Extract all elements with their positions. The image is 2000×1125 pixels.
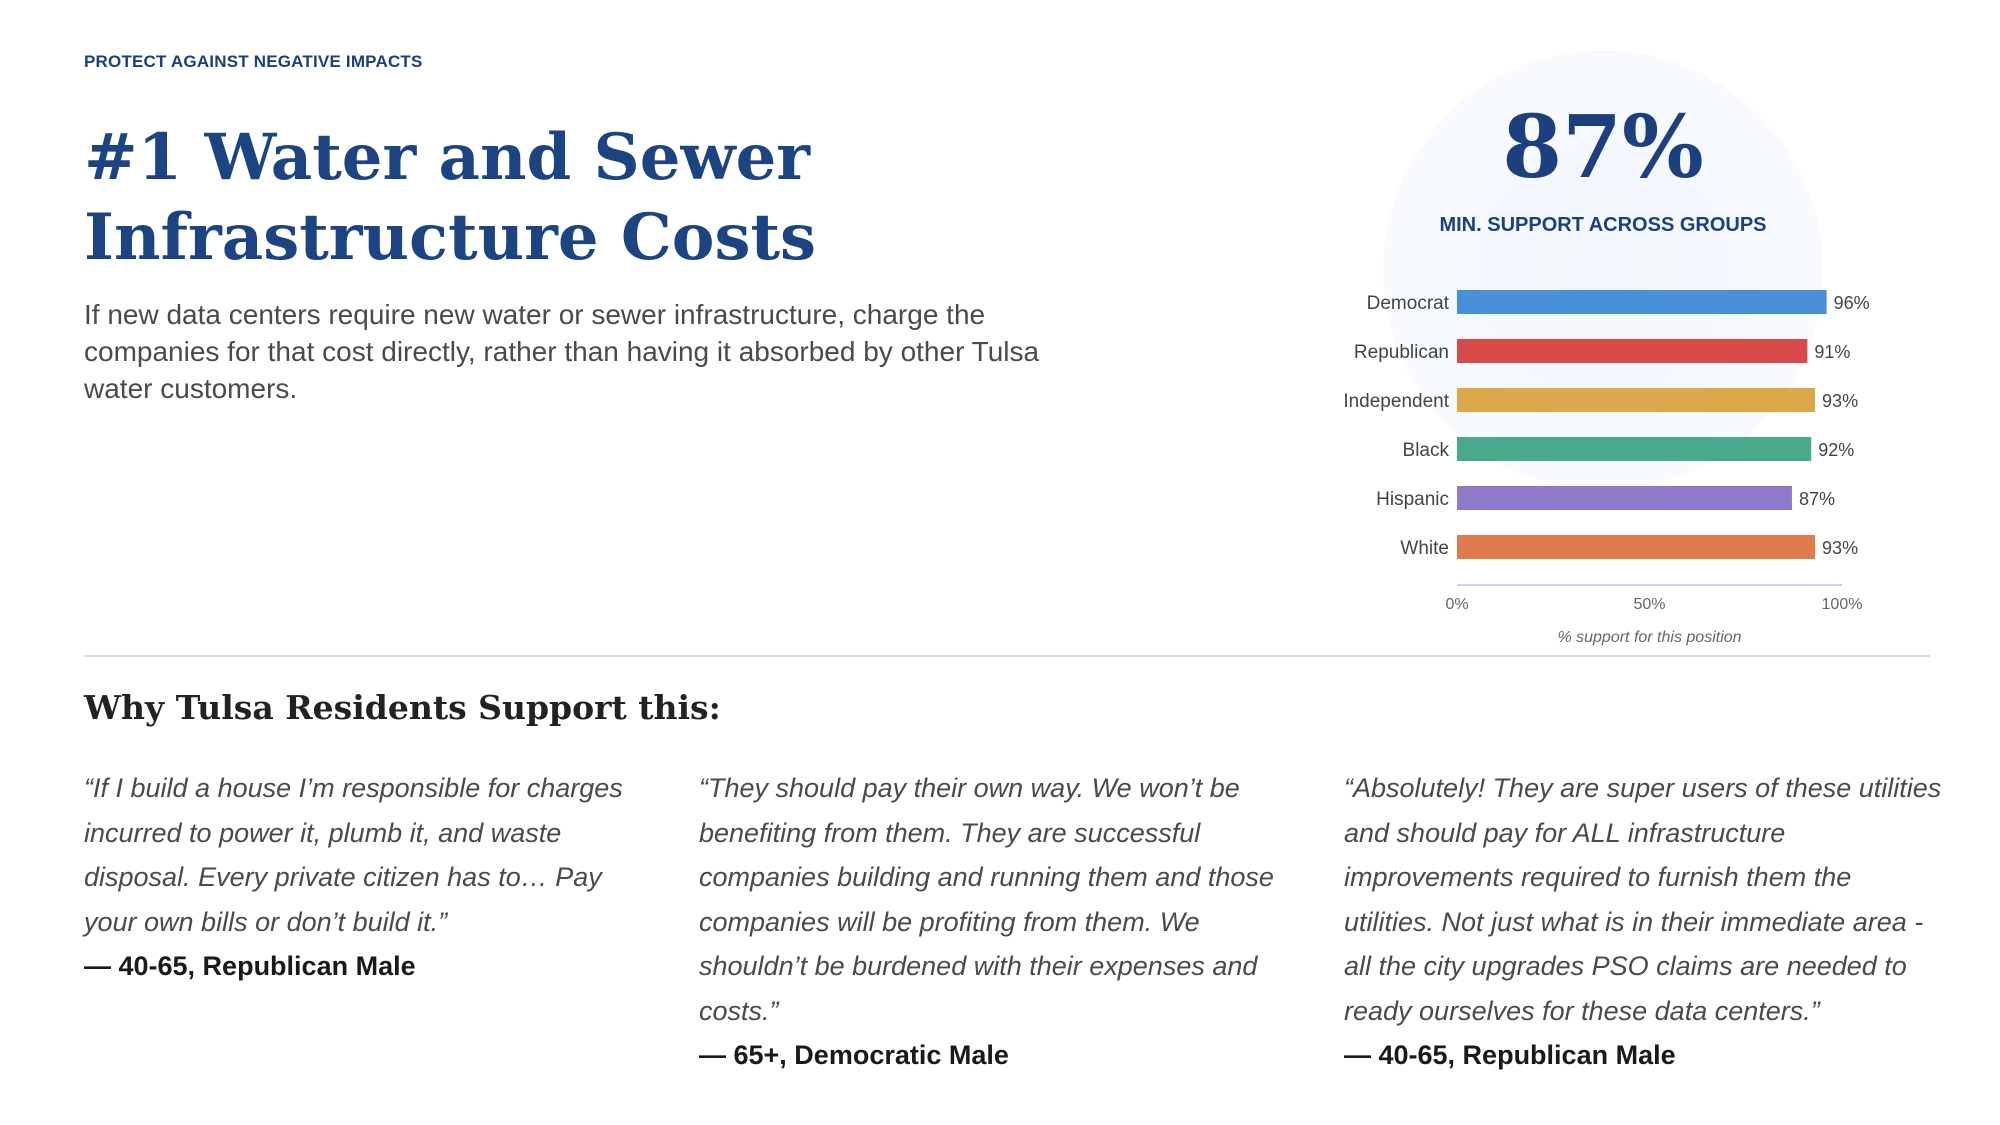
title-line-2: Infrastructure Costs: [84, 200, 817, 275]
value-label-democrat: 96%: [1834, 293, 1870, 313]
quote-card-2: “They should pay their own way. We won’t…: [699, 766, 1319, 1077]
quote-attribution: — 40-65, Republican Male: [84, 951, 416, 981]
section-divider: [84, 655, 1930, 657]
quote-line: and should pay for ALL infrastructure: [1344, 817, 1786, 848]
x-tick-label: 0%: [1445, 596, 1468, 613]
quote-line: “They should pay their own way. We won’t…: [699, 773, 1240, 803]
category-label-hispanic: Hispanic: [1376, 489, 1449, 510]
quote-attribution: — 65+, Democratic Male: [699, 1040, 1009, 1070]
quote-text: “They should pay their own way. We won’t…: [699, 766, 1319, 1033]
quote-line: utilities. Not just what is in their imm…: [1344, 906, 1924, 937]
category-label-republican: Republican: [1354, 342, 1449, 363]
bar-white: [1457, 535, 1816, 559]
quote-line: companies will be profiting from them. W…: [699, 906, 1200, 937]
quote-text: “Absolutely! They are super users of the…: [1344, 766, 1964, 1033]
eyebrow-label: PROTECT AGAINST NEGATIVE IMPACTS: [84, 52, 423, 71]
bar-democrat: [1457, 290, 1827, 314]
bar-independent: [1457, 388, 1816, 412]
position-description: If new data centers require new water or…: [84, 299, 1040, 404]
quote-card-3: “Absolutely! They are super users of the…: [1344, 766, 1964, 1077]
category-label-independent: Independent: [1343, 391, 1449, 412]
x-tick-label: 50%: [1633, 596, 1665, 613]
page-title: #1 Water and Sewer Infrastructure Costs: [84, 118, 984, 278]
x-tick-label: 100%: [1822, 596, 1863, 613]
quote-line: improvements required to furnish them th…: [1344, 862, 1852, 892]
category-label-white: White: [1400, 538, 1449, 559]
quote-attribution: — 40-65, Republican Male: [1344, 1040, 1676, 1070]
support-bar-chart: Democrat 96% Republican 91% Independent 93% Bl…: [1343, 290, 1870, 646]
quote-line: all the city upgrades PSO claims are nee…: [1344, 951, 1907, 981]
min-support-label: MIN. SUPPORT ACROSS GROUPS: [1439, 214, 1767, 236]
bar-republican: [1457, 339, 1808, 363]
min-support-value: 87%: [1502, 97, 1704, 198]
value-label-republican: 91%: [1814, 342, 1850, 362]
quote-line: your own bills or don’t build it.”: [84, 906, 448, 937]
category-label-democrat: Democrat: [1367, 293, 1450, 314]
quote-card-1: “If I build a house I’m responsible for …: [84, 766, 684, 988]
section-heading: Why Tulsa Residents Support this:: [84, 688, 721, 727]
quote-line: shouldn’t be burdened with their expense…: [699, 951, 1258, 981]
value-label-independent: 93%: [1822, 391, 1858, 411]
quote-line: ready ourselves for these data centers.”: [1344, 995, 1820, 1026]
bar-black: [1457, 437, 1812, 461]
value-label-white: 93%: [1822, 538, 1858, 558]
value-label-hispanic: 87%: [1799, 489, 1835, 509]
quote-line: companies building and running them and …: [699, 862, 1274, 892]
stat-background-circle: [1383, 50, 1823, 490]
category-label-black: Black: [1403, 440, 1450, 461]
quote-line: incurred to power it, plumb it, and wast…: [84, 817, 562, 848]
value-label-black: 92%: [1818, 440, 1854, 460]
quote-line: costs.”: [699, 995, 779, 1026]
quote-text: “If I build a house I’m responsible for …: [84, 766, 684, 944]
bar-hispanic: [1457, 486, 1792, 510]
quote-line: “If I build a house I’m responsible for …: [84, 773, 623, 803]
title-line-1: #1 Water and Sewer: [84, 120, 810, 195]
quote-line: disposal. Every private citizen has to… …: [84, 862, 602, 892]
quote-line: benefiting from them. They are successfu…: [699, 817, 1201, 848]
quote-line: “Absolutely! They are super users of the…: [1344, 773, 1942, 803]
x-axis-title: % support for this position: [1557, 629, 1741, 646]
